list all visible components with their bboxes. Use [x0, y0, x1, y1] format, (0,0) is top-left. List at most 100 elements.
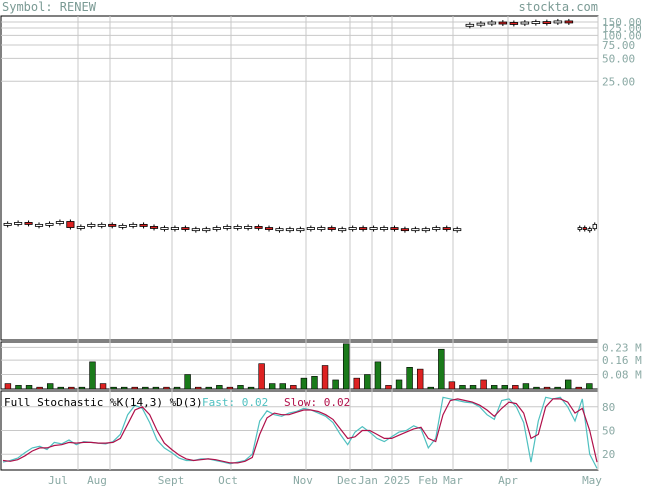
price-candle	[564, 20, 574, 24]
price-candle	[118, 224, 127, 228]
volume-bar	[438, 348, 445, 390]
volume-tick-label: 0.08 M	[602, 369, 642, 382]
volume-bar	[416, 368, 424, 390]
price-tick-label: 150.00	[602, 16, 642, 29]
price-tick-label: 50.00	[602, 52, 635, 65]
volume-bar	[490, 385, 498, 390]
volume-bar	[142, 386, 149, 390]
gridlines	[1, 16, 599, 470]
volume-bar	[110, 386, 117, 390]
price-candle	[87, 223, 96, 227]
price-candle	[453, 228, 462, 232]
volume-bar	[543, 386, 551, 390]
price-candle	[442, 227, 451, 230]
price-candle	[160, 227, 169, 230]
price-candle	[76, 226, 85, 229]
volume-bar	[575, 386, 582, 390]
price-tick-label: 25.00	[602, 75, 635, 88]
x-tick-label: Nov	[293, 474, 313, 486]
stochastic-tick-label: 50	[602, 425, 615, 438]
volume-tick-label: 0.16 M	[602, 354, 642, 367]
volume-bar	[586, 383, 593, 390]
price-tick-label: 125.00	[602, 22, 642, 35]
x-tick-label: Apr	[498, 474, 518, 486]
volume-bar	[268, 383, 276, 390]
price-candle	[411, 228, 420, 232]
price-candle	[348, 227, 357, 230]
price-candle	[254, 226, 263, 229]
price-candle	[149, 226, 159, 229]
volume-bar	[36, 386, 43, 390]
price-candle	[34, 223, 44, 227]
price-candle	[542, 21, 552, 24]
site-label[interactable]: stockta.com	[519, 0, 598, 14]
price-candle	[327, 227, 336, 230]
x-tick-label: Oct	[218, 474, 238, 486]
stochastic-title: Full Stochastic %K(14,3) %D(3)	[4, 396, 203, 409]
price-candle	[317, 227, 326, 230]
price-candle	[55, 221, 64, 224]
price-candle	[202, 228, 211, 232]
volume-bar	[321, 365, 329, 390]
volume-bar	[564, 379, 572, 390]
axis-labels: Jul Aug Sept Oct Nov Dec Jan 2025 Feb Mar Apr May 15…	[48, 16, 642, 486]
price-candle	[390, 227, 399, 230]
volume-bar	[57, 386, 64, 390]
volume-bar	[99, 383, 107, 390]
volume-bar	[4, 383, 12, 390]
volume-bar	[448, 381, 456, 390]
price-candle	[97, 223, 106, 227]
volume-bar	[427, 386, 434, 390]
volume-bar	[173, 386, 181, 390]
price-candle	[306, 227, 315, 230]
volume-bar	[385, 385, 392, 390]
price-candle	[181, 227, 190, 230]
x-tick-label: Sept	[158, 474, 185, 486]
volume-bar	[120, 386, 128, 390]
price-candle	[129, 223, 138, 227]
price-candle	[379, 227, 389, 230]
volume-bar	[226, 386, 234, 390]
price-tick-label: 75.00	[602, 39, 635, 52]
volume-bar	[279, 383, 286, 390]
price-candle	[24, 222, 33, 225]
volume-bar	[374, 361, 382, 390]
price-candle	[577, 227, 582, 230]
price-candle	[582, 227, 587, 230]
price-candle	[592, 223, 597, 230]
volume-bar	[522, 383, 530, 390]
price-candle	[139, 223, 148, 227]
volume-bar	[184, 374, 191, 390]
volume-bar	[194, 386, 202, 390]
price-panel	[3, 18, 597, 233]
volume-bar	[25, 385, 33, 390]
price-candle	[170, 227, 179, 230]
price-candle	[212, 227, 221, 230]
price-candle	[509, 22, 519, 25]
symbol-label: Symbol: RENEW	[2, 0, 97, 14]
volume-bar	[46, 383, 54, 390]
price-candle	[223, 226, 232, 229]
price-candle	[498, 21, 508, 25]
volume-bar	[332, 379, 339, 390]
volume-bar	[290, 385, 297, 390]
volume-bar	[554, 386, 561, 390]
volume-bar	[89, 361, 96, 390]
price-candle	[108, 223, 117, 227]
volume-bar	[395, 379, 403, 390]
price-candle	[3, 222, 12, 226]
stochastic-tick-label: 20	[602, 448, 615, 461]
volume-bar	[68, 386, 75, 390]
price-candle	[338, 228, 347, 232]
price-candle	[191, 228, 200, 232]
price-candle	[421, 228, 430, 232]
price-candle	[465, 23, 475, 27]
volume-bar	[311, 376, 318, 390]
volume-bar	[501, 385, 508, 390]
volume-bar	[342, 343, 350, 390]
price-candle	[476, 22, 486, 26]
volume-bar	[15, 385, 22, 390]
volume-bar	[469, 385, 477, 390]
volume-bar	[205, 386, 212, 390]
